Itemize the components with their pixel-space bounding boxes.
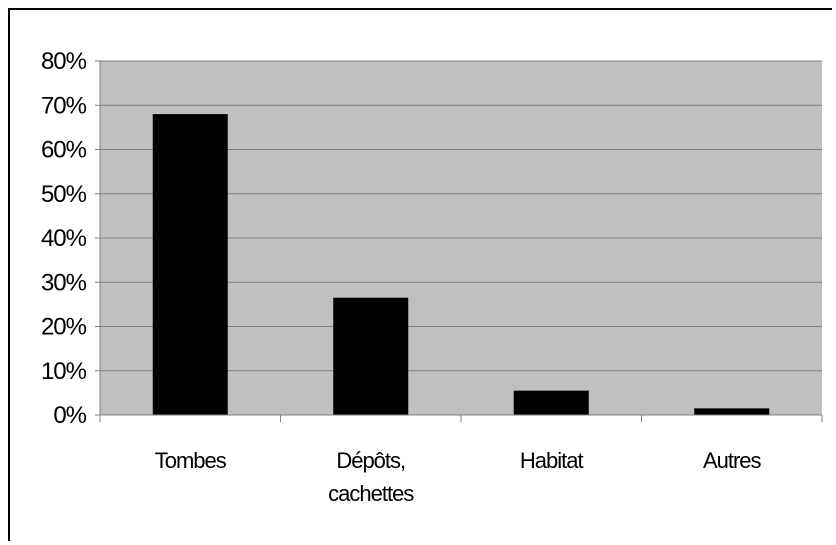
x-tick-label: Autres bbox=[703, 448, 762, 473]
x-tick-labels: Tombes Dépôts, cachettes Habitat Autres bbox=[155, 448, 763, 506]
y-tick-labels: 0% 10% 20% 30% 40% 50% 60% 70% 80% bbox=[41, 48, 88, 429]
x-tick-label: Habitat bbox=[520, 448, 584, 473]
bar bbox=[513, 390, 589, 415]
y-tick-label: 60% bbox=[41, 137, 87, 164]
y-tick-label: 80% bbox=[41, 48, 87, 75]
y-tick-label: 70% bbox=[41, 92, 87, 119]
x-tick-label: Tombes bbox=[155, 448, 227, 473]
bar bbox=[333, 297, 409, 415]
y-tick-label: 50% bbox=[41, 181, 87, 208]
bar bbox=[152, 114, 228, 415]
y-tick-label: 10% bbox=[41, 358, 87, 385]
x-tick-label: Dépôts, cachettes bbox=[328, 448, 414, 506]
y-tick-label: 20% bbox=[41, 314, 87, 341]
y-tick-label: 30% bbox=[41, 269, 87, 296]
bars bbox=[152, 114, 770, 415]
axes bbox=[95, 60, 823, 422]
y-tick-label: 0% bbox=[53, 402, 86, 429]
bar bbox=[694, 408, 770, 415]
y-tick-label: 40% bbox=[41, 225, 87, 252]
